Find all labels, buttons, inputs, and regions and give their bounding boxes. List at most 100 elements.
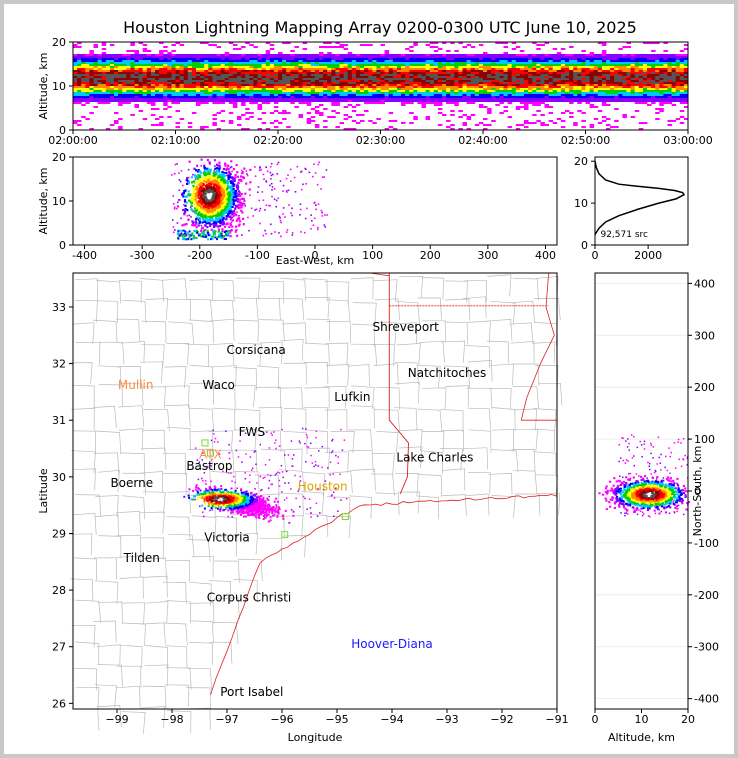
time-height-cell xyxy=(442,100,447,102)
ew-source xyxy=(270,174,273,177)
time-height-cell xyxy=(507,70,513,72)
ew-source xyxy=(209,163,211,165)
time-height-cell xyxy=(446,68,451,70)
time-height-cell xyxy=(89,86,94,88)
time-height-cell xyxy=(171,92,176,94)
time-height-cell xyxy=(290,80,295,82)
time-height-cell xyxy=(85,96,90,98)
time-height-cell xyxy=(618,100,623,102)
ew-core-source xyxy=(214,214,217,217)
time-height-cell xyxy=(216,68,221,70)
time-height-cell xyxy=(228,58,234,60)
time-height-cell xyxy=(519,54,525,56)
time-height-cell xyxy=(622,46,627,48)
time-height-cell xyxy=(683,64,689,66)
time-height-cell xyxy=(228,98,234,100)
time-height-cell xyxy=(544,68,549,70)
time-height-cell xyxy=(548,80,554,82)
time-height-cell xyxy=(298,74,303,76)
time-height-cell xyxy=(343,76,349,78)
time-height-cell xyxy=(634,80,640,82)
time-height-cell xyxy=(630,70,636,72)
time-height-cell xyxy=(335,74,340,76)
time-height-cell xyxy=(384,82,390,84)
time-height-cell xyxy=(405,58,410,60)
time-height-cell xyxy=(286,64,291,66)
time-height-cell xyxy=(429,78,435,80)
time-height-cell xyxy=(396,92,402,94)
time-height-cell xyxy=(450,114,455,116)
ew-core-source xyxy=(238,220,242,223)
time-height-cell xyxy=(208,56,213,58)
time-height-cell xyxy=(470,114,476,116)
time-height-cell xyxy=(77,68,82,70)
time-height-cell xyxy=(355,90,361,92)
time-height-cell xyxy=(552,58,558,60)
time-height-cell xyxy=(360,90,365,92)
time-height-cell xyxy=(458,68,463,70)
time-height-cell xyxy=(355,114,361,116)
time-height-cell xyxy=(269,74,275,76)
time-height-cell xyxy=(347,72,353,74)
time-height-cell xyxy=(536,48,541,50)
time-height-cell xyxy=(450,74,455,76)
time-height-cell xyxy=(228,122,234,124)
time-height-cell xyxy=(532,56,537,58)
time-height-cell xyxy=(478,44,484,46)
time-height-cell xyxy=(581,62,586,64)
time-height-cell xyxy=(667,86,672,88)
time-height-xtick-label: 02:10:00 xyxy=(151,134,200,147)
time-height-cell xyxy=(454,70,459,72)
time-height-cell xyxy=(314,72,320,74)
time-height-cell xyxy=(470,94,476,96)
time-height-cell xyxy=(134,96,139,98)
time-height-cell xyxy=(191,74,197,76)
time-height-cell xyxy=(351,92,357,94)
time-height-cell xyxy=(581,100,586,102)
time-height-cell xyxy=(138,84,144,86)
ew-core-source xyxy=(220,200,223,203)
time-height-cell xyxy=(118,88,123,90)
time-height-cell xyxy=(618,68,623,70)
time-height-cell xyxy=(659,58,664,60)
time-height-cell xyxy=(421,60,426,62)
time-height-cell xyxy=(515,82,521,84)
time-height-cell xyxy=(401,64,406,66)
time-height-cell xyxy=(450,68,455,70)
time-height-cell xyxy=(294,54,299,56)
time-height-cell xyxy=(134,94,139,96)
ew-core-source xyxy=(235,192,238,195)
time-height-cell xyxy=(237,64,242,66)
time-height-cell xyxy=(150,100,156,102)
time-height-cell xyxy=(323,108,328,110)
time-height-cell xyxy=(171,60,176,62)
time-height-cell xyxy=(515,80,521,82)
time-height-cell xyxy=(544,66,549,68)
ew-source xyxy=(185,233,188,236)
time-height-cell xyxy=(499,56,504,58)
time-height-cell xyxy=(323,70,328,72)
ew-height-panel xyxy=(72,156,558,246)
time-height-cell xyxy=(573,94,578,96)
time-height-cell xyxy=(478,96,484,98)
time-height-cell xyxy=(294,96,299,98)
time-height-cell xyxy=(380,60,385,62)
time-height-cell xyxy=(122,90,127,92)
time-height-cell xyxy=(314,62,320,64)
time-height-cell xyxy=(196,84,201,86)
time-height-cell xyxy=(495,100,500,102)
time-height-cell xyxy=(89,84,94,86)
time-height-cell xyxy=(212,44,217,46)
time-height-cell xyxy=(511,56,517,58)
time-height-cell xyxy=(269,64,275,66)
time-height-cell xyxy=(355,86,361,88)
time-height-cell xyxy=(442,60,447,62)
time-height-cell xyxy=(474,84,480,86)
ew-source xyxy=(326,214,328,216)
time-height-cell xyxy=(548,90,554,92)
time-height-cell xyxy=(634,102,640,104)
time-height-cell xyxy=(577,64,582,66)
time-height-cell xyxy=(183,74,189,76)
time-height-cell xyxy=(388,80,394,82)
ew-source xyxy=(241,234,243,236)
